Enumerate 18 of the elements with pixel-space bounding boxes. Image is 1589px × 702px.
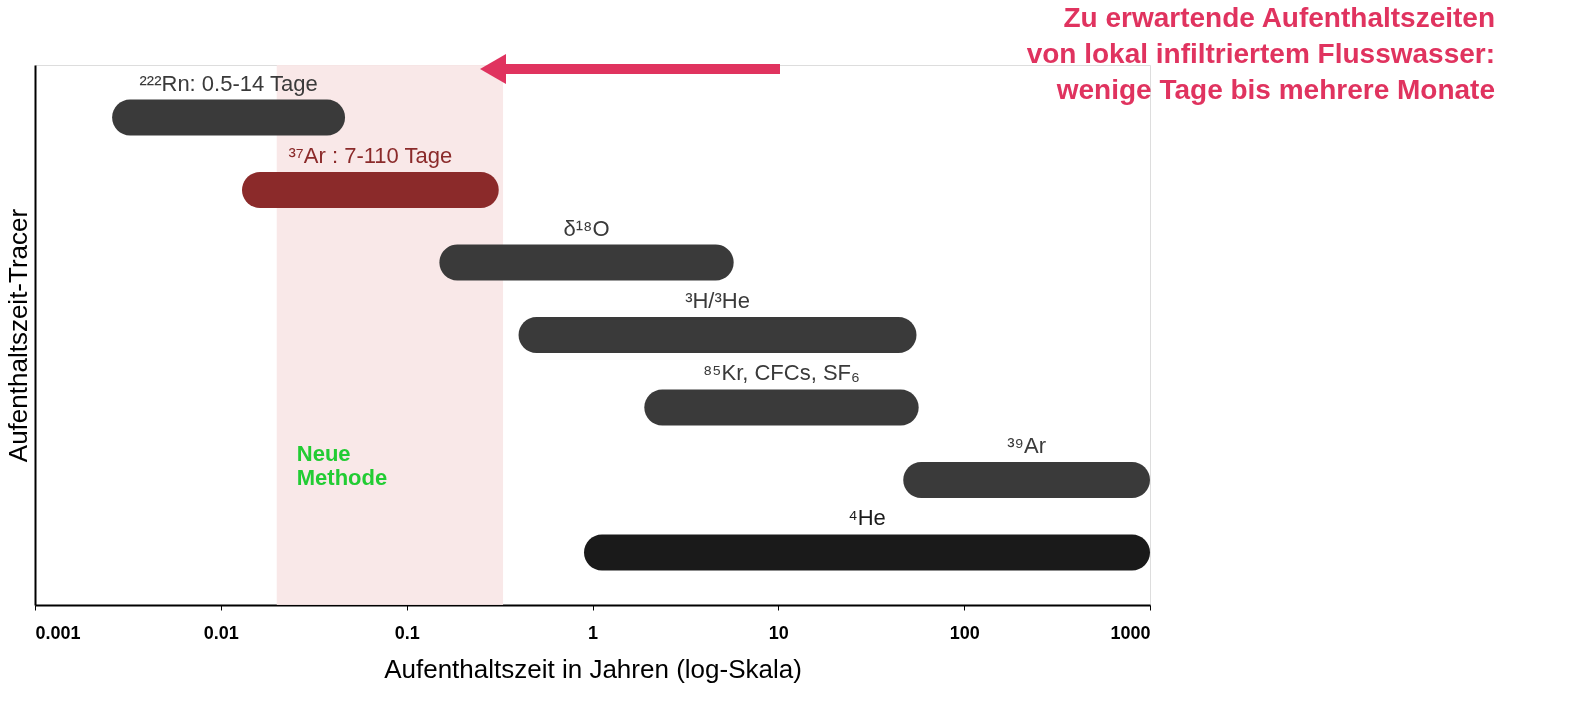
y-tick-label: ³H/³He xyxy=(685,288,750,313)
x-tick-label: 100 xyxy=(949,622,980,643)
x-tick-label: 10 xyxy=(768,622,789,643)
y-tick-label: ²²²Rn: 0.5-14 Tage xyxy=(139,70,318,96)
y-tick-label: ³⁹Ar xyxy=(1007,432,1046,458)
x-tick-label: 0.001 xyxy=(35,622,81,643)
y-axis-title: Aufenthaltszeit-Tracer xyxy=(2,208,33,463)
y-tick-label: δ¹⁸O xyxy=(563,215,610,241)
x-tick-label: 0.1 xyxy=(394,622,420,643)
x-tick-label: 1 xyxy=(587,622,599,643)
y-tick-label: ⁴He xyxy=(848,505,886,531)
y-tick-label: ³⁷Ar : 7-110 Tage xyxy=(288,143,453,169)
x-tick-label: 1000 xyxy=(1110,622,1151,643)
annotation: Zu erwartende Aufenthaltszeiten von lokal infiltriertem Flusswasser: wenige Tage bis mehrere Monate xyxy=(1026,2,1495,105)
x-tick-label: 0.01 xyxy=(203,622,239,643)
x-axis-title: Aufenthaltszeit in Jahren (log-Skala) xyxy=(384,653,802,684)
band-label: Neue Methode xyxy=(296,440,388,490)
y-tick-label: ⁸⁵Kr, CFCs, SF₆ xyxy=(703,360,860,386)
